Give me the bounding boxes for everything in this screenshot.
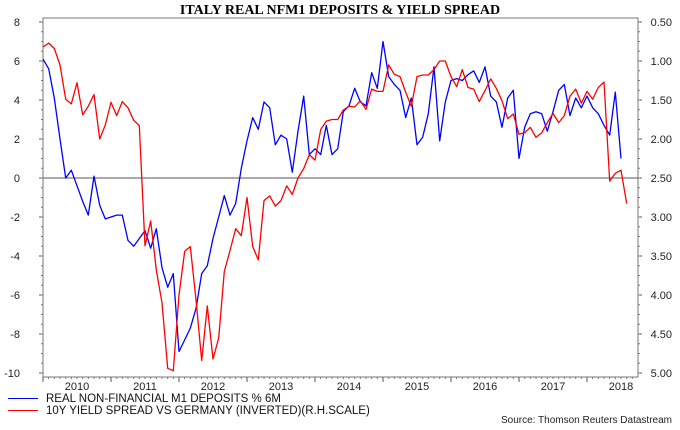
y-right-tick-label: 0.50 <box>651 17 672 29</box>
y-right-tick-label: 2.50 <box>651 173 672 185</box>
legend-item-spread: 10Y YIELD SPREAD VS GERMANY (INVERTED)(R… <box>8 405 370 417</box>
x-tick-label: 2010 <box>65 381 89 393</box>
legend-item-deposits: REAL NON-FINANCIAL M1 DEPOSITS % 6M <box>8 393 281 405</box>
legend-label: 10Y YIELD SPREAD VS GERMANY (INVERTED)(R… <box>46 405 370 417</box>
y-left-tick-label: 2 <box>14 134 20 146</box>
y-left-tick-label: 0 <box>14 173 20 185</box>
y-left-tick-label: -8 <box>10 329 20 341</box>
x-tick-label: 2014 <box>337 381 361 393</box>
x-tick-label: 2017 <box>541 381 565 393</box>
legend-label: REAL NON-FINANCIAL M1 DEPOSITS % 6M <box>46 393 281 405</box>
legend-swatch-blue <box>8 398 38 400</box>
y-right-tick-label: 5.00 <box>651 368 672 380</box>
y-left-tick-label: -4 <box>10 251 20 263</box>
y-right-tick-label: 3.50 <box>651 251 672 263</box>
legend-swatch-red <box>8 410 38 412</box>
source-note: Source: Thomson Reuters Datastream <box>500 415 672 426</box>
x-tick-label: 2012 <box>201 381 225 393</box>
series-line-yield-spread <box>42 42 628 372</box>
x-tick-label: 2011 <box>133 381 157 393</box>
y-left-tick-label: 4 <box>14 95 20 107</box>
y-left-tick-label: -10 <box>4 368 20 380</box>
y-left-tick-label: 6 <box>14 56 20 68</box>
y-right-tick-label: 4.50 <box>651 329 672 341</box>
x-tick-label: 2016 <box>473 381 497 393</box>
y-left-tick-label: -2 <box>10 212 20 224</box>
chart-title: ITALY REAL NFM1 DEPOSITS & YIELD SPREAD <box>179 3 501 18</box>
y-right-tick-label: 3.00 <box>651 212 672 224</box>
plot-frame <box>42 17 639 378</box>
y-left-tick-label: 8 <box>14 17 20 29</box>
y-right-tick-label: 2.00 <box>651 134 672 146</box>
x-tick-label: 2013 <box>269 381 293 393</box>
y-left-tick-label: -6 <box>10 290 20 302</box>
series-line-deposits <box>42 40 622 353</box>
y-right-tick-label: 1.50 <box>651 95 672 107</box>
x-tick-label: 2015 <box>405 381 429 393</box>
x-tick-label: 2018 <box>609 381 633 393</box>
y-right-tick-label: 1.00 <box>651 56 672 68</box>
y-right-tick-label: 4.00 <box>651 290 672 302</box>
